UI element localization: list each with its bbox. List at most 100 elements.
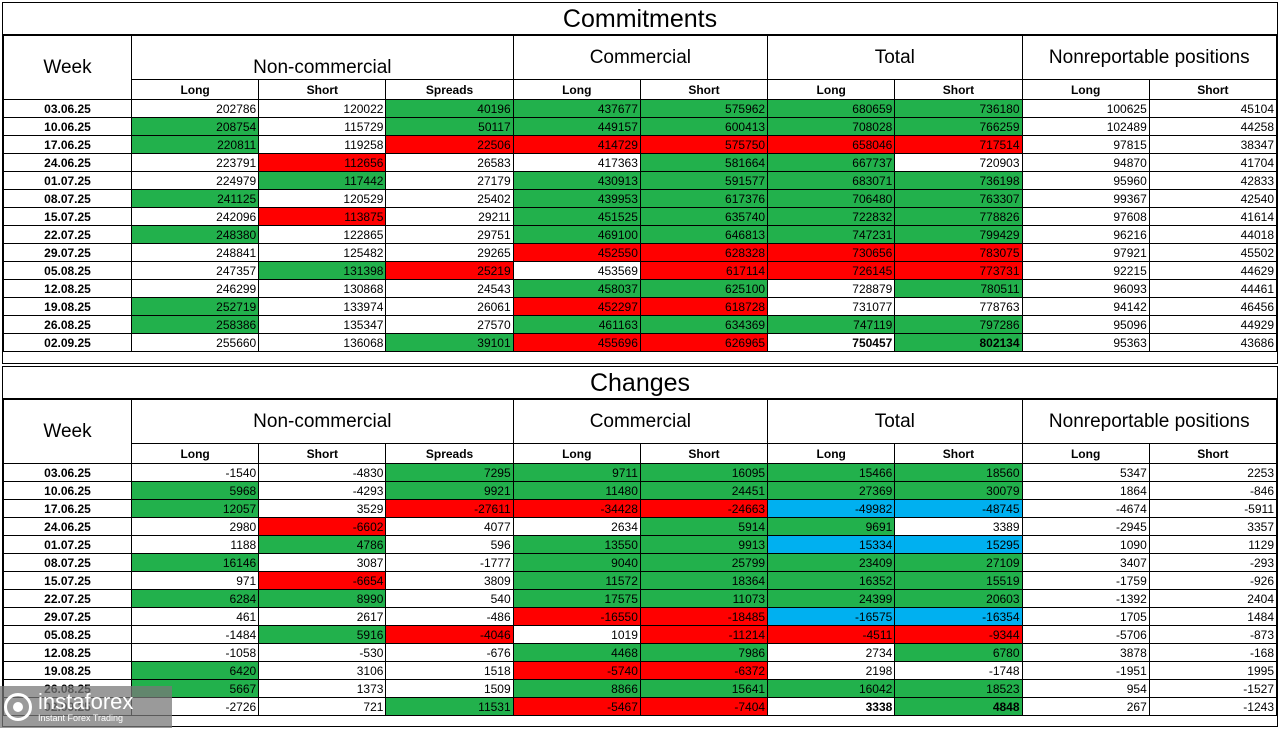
table-row: 19.08.25 6420 3106 1518 -5740 -6372 2198 -1748-… <box>3 661 1278 680</box>
sub-header: Long <box>512 79 641 100</box>
value-cell: -11214 <box>639 625 769 644</box>
table-row: 05.08.25 -1484 5916 -4046 1019 -11214 -4511 -93… <box>3 625 1278 644</box>
value-cell: 3407 <box>1021 553 1150 572</box>
table-row: 02.09.25 255660 136068 39101 455696 626965 750… <box>3 333 1278 352</box>
value-cell: 575962 <box>639 99 769 118</box>
value-cell: 26061 <box>385 297 514 316</box>
table-row: 24.06.25 223791 112656 26583 417363 581664 667… <box>3 153 1278 172</box>
value-cell: 44018 <box>1148 225 1278 244</box>
value-cell: 575750 <box>639 135 769 154</box>
table-row: 01.07.25 1188 4786 596 13550 9913 15334 15295 10… <box>3 535 1278 554</box>
value-cell: -530 <box>258 643 387 662</box>
value-cell: 120022 <box>258 99 387 118</box>
value-cell: 658046 <box>767 135 896 154</box>
value-cell: 4786 <box>258 535 387 554</box>
value-cell: 683071 <box>767 171 896 190</box>
value-cell: 208754 <box>130 117 260 136</box>
total-header: Total <box>767 35 1023 80</box>
sub-header: Short <box>1148 443 1278 464</box>
value-cell: 1373 <box>258 679 387 698</box>
value-cell: -27611 <box>385 499 514 518</box>
value-cell: 45104 <box>1148 99 1278 118</box>
value-cell: 728879 <box>767 279 896 298</box>
value-cell: 41704 <box>1148 153 1278 172</box>
value-cell: 252719 <box>130 297 260 316</box>
value-cell: -676 <box>385 643 514 662</box>
week-cell: 22.07.25 <box>3 225 132 244</box>
value-cell: 95096 <box>1021 315 1150 334</box>
value-cell: 3529 <box>258 499 387 518</box>
value-cell: 131398 <box>258 261 387 280</box>
commitments-rows: 03.06.25 202786 120022 40196 437677 575962 680… <box>3 99 1278 352</box>
value-cell: 736180 <box>894 99 1023 118</box>
value-cell: 15641 <box>639 679 769 698</box>
sub-header: Short <box>258 443 387 464</box>
value-cell: 15295 <box>894 535 1023 554</box>
value-cell: 646813 <box>639 225 769 244</box>
value-cell: 1518 <box>385 661 514 680</box>
value-cell: -1243 <box>1148 697 1278 716</box>
value-cell: 99367 <box>1021 189 1150 208</box>
week-cell: 05.08.25 <box>3 625 132 644</box>
value-cell: 3087 <box>258 553 387 572</box>
table-row: 10.06.25 208754 115729 50117 449157 600413 708… <box>3 117 1278 136</box>
value-cell: 1090 <box>1021 535 1150 554</box>
value-cell: 581664 <box>639 153 769 172</box>
value-cell: 5916 <box>258 625 387 644</box>
value-cell: 96093 <box>1021 279 1150 298</box>
value-cell: -846 <box>1148 481 1278 500</box>
value-cell: 8866 <box>512 679 641 698</box>
value-cell: 625100 <box>639 279 769 298</box>
value-cell: 97815 <box>1021 135 1150 154</box>
week-cell: 08.07.25 <box>3 189 132 208</box>
value-cell: 9040 <box>512 553 641 572</box>
value-cell: 23409 <box>767 553 896 572</box>
week-cell: 01.07.25 <box>3 171 132 190</box>
week-cell: 15.07.25 <box>3 571 132 590</box>
changes-title: Changes <box>3 367 1277 399</box>
value-cell: 414729 <box>512 135 641 154</box>
value-cell: 3338 <box>767 697 896 716</box>
value-cell: -6372 <box>639 661 769 680</box>
week-cell: 26.08.25 <box>3 315 132 334</box>
value-cell: 1509 <box>385 679 514 698</box>
sub-header: Short <box>639 443 769 464</box>
value-cell: -9344 <box>894 625 1023 644</box>
value-cell: -2945 <box>1021 517 1150 536</box>
value-cell: 130868 <box>258 279 387 298</box>
value-cell: 248380 <box>130 225 260 244</box>
value-cell: 248841 <box>130 243 260 262</box>
value-cell: -4674 <box>1021 499 1150 518</box>
changes-section: Changes Week Non-commercial Commercial T… <box>2 366 1278 727</box>
value-cell: 22506 <box>385 135 514 154</box>
value-cell: 3106 <box>258 661 387 680</box>
value-cell: 44461 <box>1148 279 1278 298</box>
table-row: 15.07.25 242096 113875 29211 451525 635740 722… <box>3 207 1278 226</box>
value-cell: 113875 <box>258 207 387 226</box>
sub-header: Long <box>512 443 641 464</box>
value-cell: 25219 <box>385 261 514 280</box>
noncommercial-header: Non-commercial <box>131 35 514 80</box>
sub-header: Long <box>767 443 896 464</box>
value-cell: 30079 <box>894 481 1023 500</box>
value-cell: 100625 <box>1021 99 1150 118</box>
value-cell: 16095 <box>639 463 769 482</box>
value-cell: 11572 <box>512 571 641 590</box>
week-cell: 12.08.25 <box>3 279 132 298</box>
value-cell: 458037 <box>512 279 641 298</box>
value-cell: -4830 <box>258 463 387 482</box>
value-cell: 634369 <box>639 315 769 334</box>
value-cell: 726145 <box>767 261 896 280</box>
value-cell: -4293 <box>258 481 387 500</box>
value-cell: 747119 <box>767 315 896 334</box>
changes-table: Week Non-commercial Commercial Total Non… <box>3 399 1278 716</box>
value-cell: 27369 <box>767 481 896 500</box>
table-row: 29.07.25 461 2617 -486 -16550 -18485 -16575 -16… <box>3 607 1278 626</box>
week-cell: 10.06.25 <box>3 117 132 136</box>
table-row: 12.08.25 246299 130868 24543 458037 625100 728… <box>3 279 1278 298</box>
value-cell: 135347 <box>258 315 387 334</box>
value-cell: 246299 <box>130 279 260 298</box>
table-row: 03.06.25 -1540 -4830 7295 9711 16095 15466 1856… <box>3 463 1278 482</box>
week-cell: 19.08.25 <box>3 661 132 680</box>
sub-header: Spreads <box>385 79 514 100</box>
